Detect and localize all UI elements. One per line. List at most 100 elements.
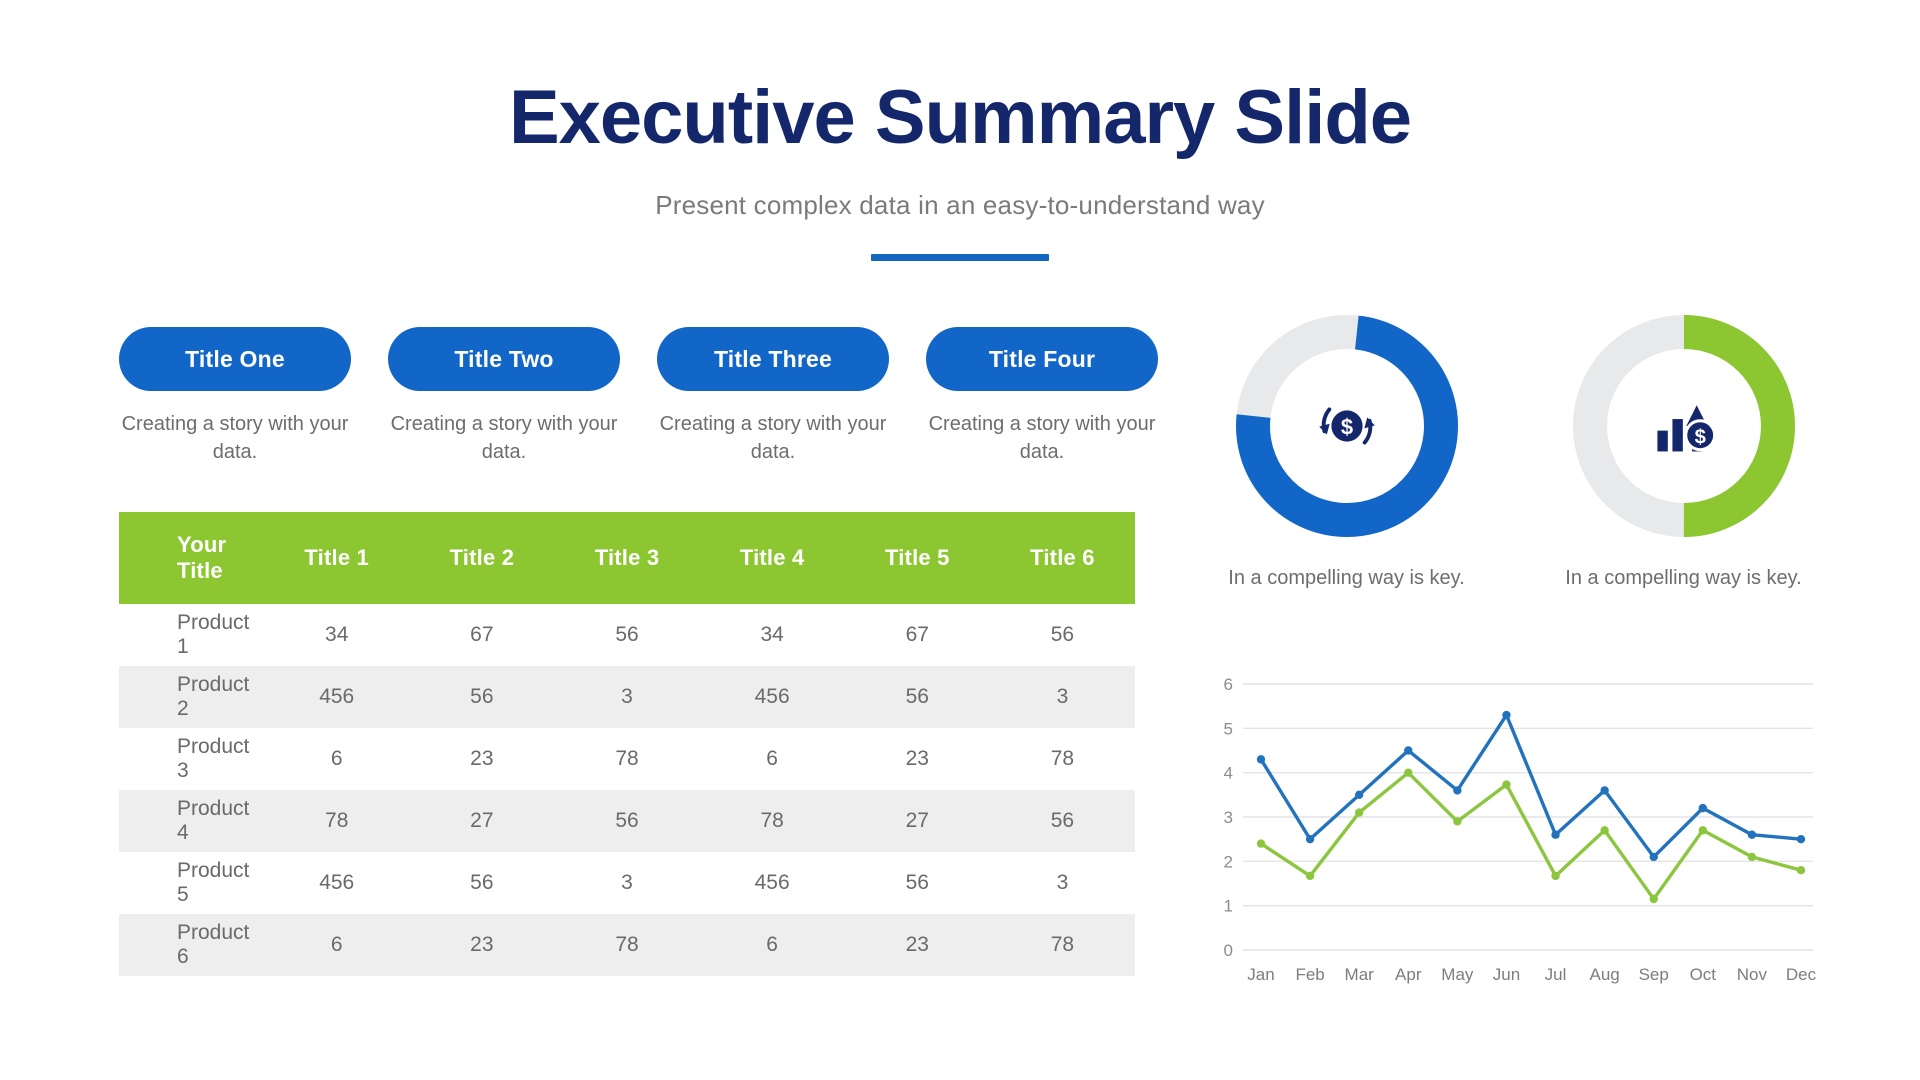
table-cell: 456: [319, 685, 355, 708]
donut-chart-blue[interactable]: $: [1231, 310, 1463, 542]
table-cell-label: Product 4: [177, 797, 250, 844]
y-axis-tick-label: 6: [1224, 675, 1233, 694]
table-header-cell[interactable]: Title 2: [449, 545, 515, 570]
data-table-container: Your Title Title 1 Title 2 Title 3 Title…: [119, 512, 1135, 976]
x-axis-tick-label: Aug: [1590, 965, 1620, 984]
pill-caption: Creating a story with your data.: [659, 413, 887, 464]
chart-data-point[interactable]: [1698, 826, 1708, 835]
chart-data-point[interactable]: [1649, 894, 1658, 904]
table-cell: 78: [615, 747, 639, 770]
chart-data-point[interactable]: [1354, 808, 1364, 817]
table-cell: 456: [754, 871, 790, 894]
table-cell: 3: [1056, 685, 1069, 708]
chart-data-point[interactable]: [1551, 830, 1560, 839]
feature-card-4: Title Four Creating a story with your da…: [926, 327, 1158, 467]
pill-label: Title Four: [988, 345, 1096, 372]
line-chart-svg: 0 1 2 3 4 5 6 Jan Feb Mar Apr May Jun Jul Aug Sep Oct Nov…: [1224, 675, 1817, 984]
y-axis-tick-label: 3: [1224, 808, 1233, 827]
pill-label: Title One: [185, 345, 285, 372]
table-cell: 27: [905, 809, 929, 832]
y-axis-tick-label: 0: [1224, 941, 1233, 960]
table-cell: 6: [330, 933, 343, 956]
chart-data-point[interactable]: [1502, 710, 1511, 720]
feature-pill-row: Title One Creating a story with your dat…: [119, 327, 1158, 467]
table-cell: 78: [1050, 933, 1075, 956]
table-row: Product 2 456 56 3 456 56 3: [119, 666, 1135, 728]
x-axis-tick-label: May: [1441, 965, 1474, 984]
x-axis-tick-label: Apr: [1395, 965, 1422, 984]
table-header-cell[interactable]: Title 4: [739, 545, 805, 570]
table-cell: 56: [615, 623, 639, 646]
table-header-cell[interactable]: Title 6: [1030, 545, 1095, 570]
chart-data-point[interactable]: [1600, 826, 1609, 835]
table-cell: 67: [470, 623, 494, 646]
chart-data-point[interactable]: [1404, 746, 1413, 755]
chart-data-point[interactable]: [1551, 871, 1560, 881]
y-axis-tick-label: 4: [1224, 764, 1233, 783]
table-header-cell[interactable]: Title 5: [884, 545, 950, 570]
chart-data-point[interactable]: [1453, 786, 1462, 795]
table-row: Product 4 78 27 56 78 27 56: [119, 790, 1135, 852]
chart-series-line: [1259, 713, 1803, 859]
growth-dollar-icon: $: [1647, 389, 1721, 463]
table-cell: 56: [1050, 809, 1075, 832]
table-row: Product 5 456 56 3 456 56 3: [119, 852, 1135, 914]
table-cell: 78: [1050, 747, 1075, 770]
table-cell: 3: [621, 871, 633, 894]
chart-data-point[interactable]: [1305, 871, 1315, 881]
pill-button-title-four[interactable]: Title Four: [926, 327, 1158, 391]
pill-button-title-one[interactable]: Title One: [119, 327, 351, 391]
x-axis-tick-label: Mar: [1345, 965, 1375, 984]
pill-label: Title Three: [713, 345, 833, 372]
table-cell: 56: [470, 871, 494, 894]
chart-data-point[interactable]: [1453, 817, 1462, 826]
pill-button-title-two[interactable]: Title Two: [388, 327, 620, 391]
donut-svg-blue: [1235, 314, 1458, 537]
y-axis-tick-label: 2: [1224, 852, 1233, 871]
table-cell: 78: [615, 933, 639, 956]
table-header-cell[interactable]: Title 3: [594, 545, 660, 570]
line-chart[interactable]: 0 1 2 3 4 5 6 Jan Feb Mar Apr May Jun Jul Aug Sep Oct Nov…: [1205, 672, 1825, 1002]
table-cell: 56: [470, 685, 494, 708]
x-axis-tick-label: Oct: [1690, 965, 1717, 984]
donut-card-1: $ In a compelling way is key.: [1215, 310, 1478, 592]
x-axis-tick-label: Nov: [1737, 965, 1768, 984]
chart-data-point[interactable]: [1404, 768, 1413, 777]
svg-text:$: $: [1694, 426, 1705, 448]
donut-caption: In a compelling way is key.: [1228, 567, 1465, 589]
donut-chart-row: $ In a compelling way is key.: [1215, 310, 1815, 592]
data-table: Your Title Title 1 Title 2 Title 3 Title…: [119, 512, 1135, 976]
chart-data-point[interactable]: [1256, 755, 1266, 764]
donut-chart-green[interactable]: $: [1568, 310, 1800, 542]
table-header-cell[interactable]: Your Title: [177, 532, 227, 583]
table-cell-label: Product 6: [177, 921, 250, 968]
x-axis-tick-label: Sep: [1639, 965, 1669, 984]
money-refresh-icon: $: [1310, 389, 1384, 463]
chart-data-point[interactable]: [1649, 852, 1658, 862]
table-cell: 56: [905, 871, 929, 894]
donut-value-arc: [1572, 315, 1795, 537]
chart-data-point[interactable]: [1747, 852, 1757, 862]
feature-card-2: Title Two Creating a story with your dat…: [388, 327, 620, 467]
table-header-row: Your Title Title 1 Title 2 Title 3 Title…: [119, 512, 1135, 604]
table-header-cell[interactable]: Title 1: [304, 545, 369, 570]
feature-card-1: Title One Creating a story with your dat…: [119, 327, 351, 467]
chart-data-point[interactable]: [1796, 834, 1806, 844]
table-cell: 56: [615, 809, 639, 832]
table-cell-label: Product 3: [177, 735, 250, 782]
table-row: Product 1 34 67 56 34 67 56: [119, 604, 1135, 666]
chart-data-point[interactable]: [1796, 866, 1806, 875]
chart-data-point[interactable]: [1256, 839, 1266, 848]
chart-data-point[interactable]: [1698, 803, 1708, 813]
chart-data-point[interactable]: [1600, 786, 1609, 795]
chart-data-point[interactable]: [1502, 780, 1511, 789]
pill-button-title-three[interactable]: Title Three: [657, 327, 889, 391]
chart-data-point[interactable]: [1747, 830, 1757, 839]
table-cell: 6: [330, 747, 343, 770]
chart-data-point[interactable]: [1354, 790, 1364, 800]
chart-data-point[interactable]: [1305, 834, 1315, 844]
y-axis-tick-label: 1: [1224, 897, 1233, 916]
table-cell: 6: [766, 933, 778, 956]
table-cell: 23: [905, 933, 929, 956]
table-cell: 78: [760, 809, 784, 832]
